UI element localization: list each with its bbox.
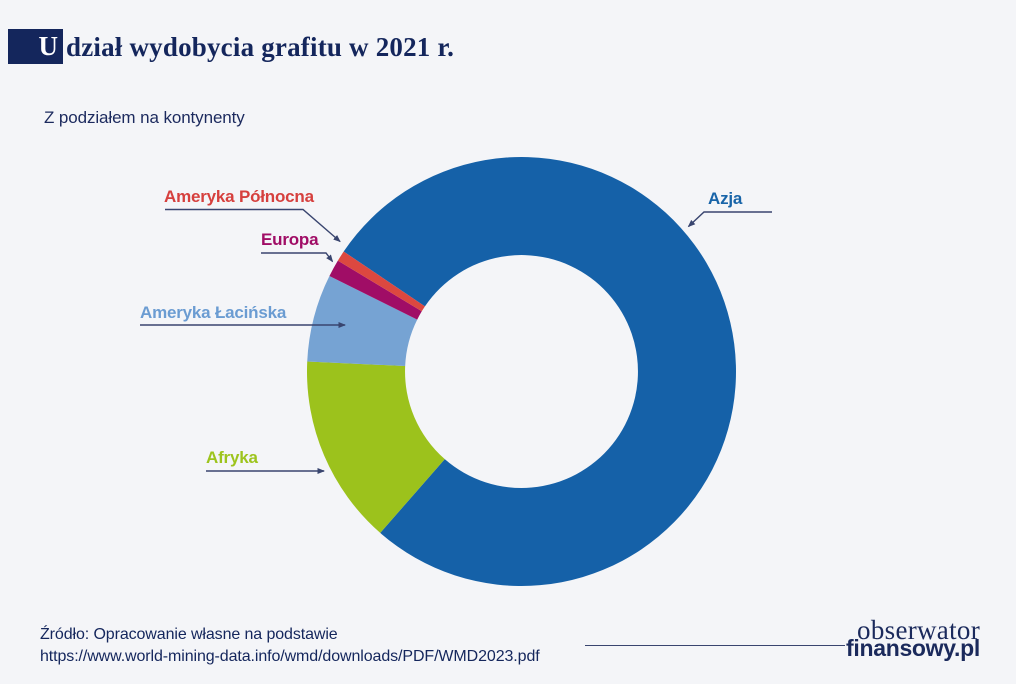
leader-line-azja xyxy=(687,211,772,228)
chart-subtitle: Z podziałem na kontynenty xyxy=(44,108,245,127)
pie-slice-ameryka-laci-ska[interactable] xyxy=(307,275,418,367)
pie-slice-azja[interactable] xyxy=(343,156,736,586)
source-line-1: Źródło: Opracowanie własne na podstawie xyxy=(40,626,338,643)
callout-leader-lines xyxy=(140,208,772,474)
title-initial-letter: U xyxy=(38,31,59,61)
label-afryka: Afryka xyxy=(206,448,258,467)
source-line-2: https://www.world-mining-data.info/wmd/d… xyxy=(40,648,540,665)
label-europa: Europa xyxy=(261,230,319,249)
brand-logo-line1: obserwator xyxy=(857,615,980,645)
source-note: Źródło: Opracowanie własne na podstawie … xyxy=(40,624,540,668)
pie-slice-afryka[interactable] xyxy=(306,361,445,533)
label-azja: Azja xyxy=(708,189,743,208)
pie-slice-ameryka-polnocna[interactable] xyxy=(337,251,425,312)
page-title: dział wydobycia grafitu w 2021 r. xyxy=(66,32,455,62)
title-accent-box: U xyxy=(8,29,63,64)
leader-line-europa xyxy=(261,252,334,263)
brand-logo-line2: finansowy.pl xyxy=(846,635,980,661)
brand-logo: obserwator finansowy.pl xyxy=(846,617,980,660)
footer-divider xyxy=(585,645,845,646)
pie-slice-europa[interactable] xyxy=(329,260,422,320)
label-ameryka-lacinska: Ameryka Łacińska xyxy=(140,303,287,322)
donut-slices xyxy=(306,156,736,586)
label-ameryka-polnocna: Ameryka Północna xyxy=(164,187,314,206)
leader-line-ameryka-polnocna xyxy=(165,208,341,243)
